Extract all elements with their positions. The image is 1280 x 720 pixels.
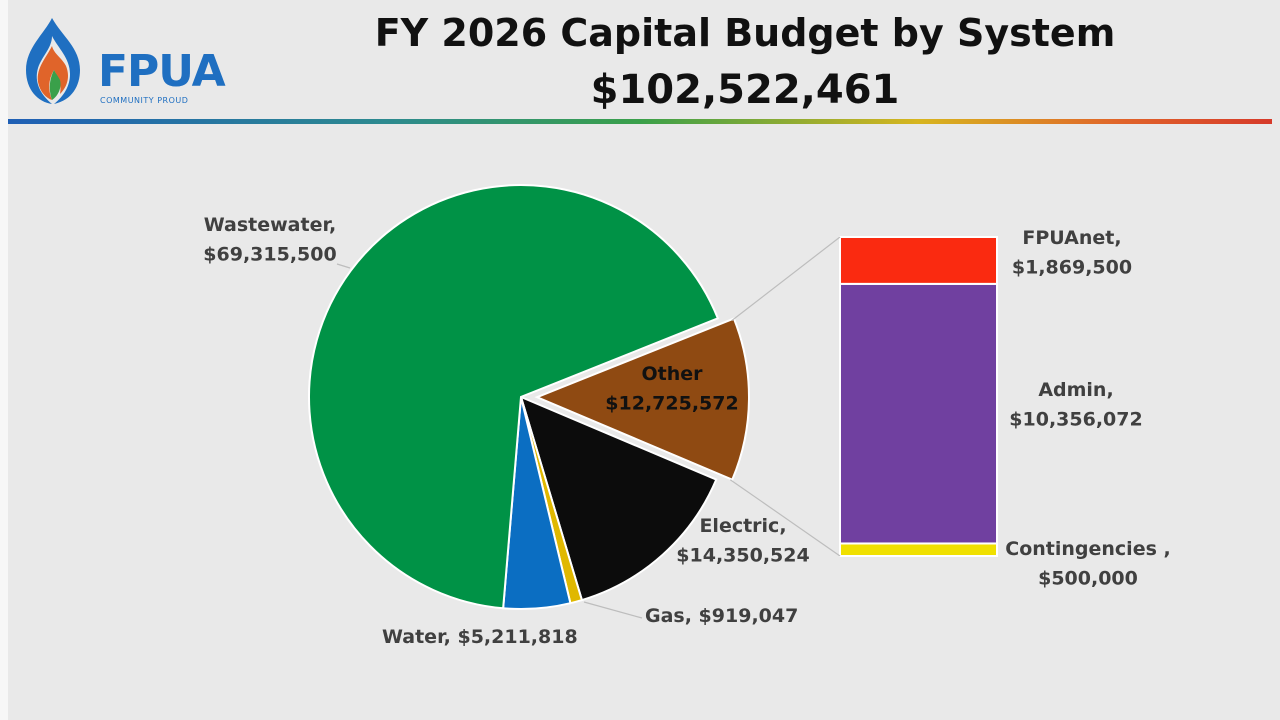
- label-water: Water, $5,211,818: [382, 626, 578, 648]
- header-divider: [8, 119, 1272, 124]
- data-labels: Wastewater, $69,315,500 Other $12,725,572 El…: [203, 214, 1170, 648]
- label-admin: Admin, $10,356,072: [1009, 379, 1142, 430]
- bar-segment-contingencies: [839, 542, 998, 558]
- total-amount: $102,522,461: [590, 67, 900, 113]
- connector-lines: [729, 236, 841, 557]
- label-fpuanet: FPUAnet, $1,869,500: [1012, 227, 1132, 278]
- bar-segment-admin: [839, 282, 998, 545]
- left-edge: [0, 0, 8, 720]
- logo-tagline: COMMUNITY PROUD: [100, 96, 189, 105]
- connector-line-top: [731, 236, 841, 321]
- label-contingencies: Contingencies , $500,000: [1005, 538, 1170, 589]
- bar-segment-fpuanet: [839, 236, 998, 285]
- flame-icon: [26, 18, 80, 104]
- pie-chart: [308, 184, 750, 610]
- leader-gas: [583, 601, 643, 619]
- label-other: Other $12,725,572: [605, 363, 738, 414]
- logo-text: FPUA: [98, 46, 226, 97]
- fpua-logo: FPUA COMMUNITY PROUD: [18, 14, 228, 114]
- pie-slice-other: [534, 317, 750, 482]
- label-gas: Gas, $919,047: [645, 605, 798, 627]
- leader-wastewater: [336, 263, 351, 269]
- pie-slice-wastewater: [308, 184, 720, 610]
- page-title: FY 2026 Capital Budget by System: [374, 11, 1116, 55]
- label-wastewater: Wastewater, $69,315,500: [203, 214, 336, 265]
- connector-line-bottom: [729, 479, 841, 557]
- pie-slice-electric: [519, 395, 718, 602]
- label-electric: Electric, $14,350,524: [676, 515, 809, 566]
- stacked-bar-chart: [839, 236, 998, 558]
